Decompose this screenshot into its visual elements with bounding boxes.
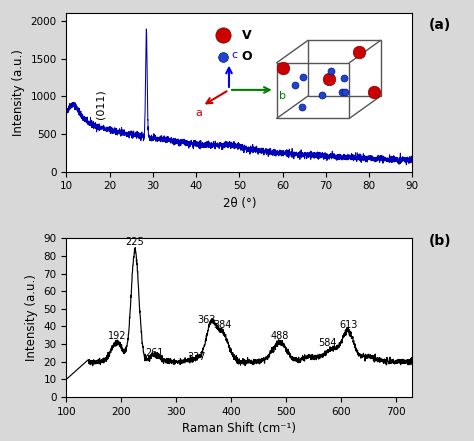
Text: 488: 488 xyxy=(270,331,289,340)
Text: 192: 192 xyxy=(108,331,126,340)
Text: (a): (a) xyxy=(429,18,451,32)
Text: (011): (011) xyxy=(96,89,106,119)
Text: 613: 613 xyxy=(339,320,357,330)
Text: (b): (b) xyxy=(429,234,452,248)
X-axis label: 2θ (°): 2θ (°) xyxy=(223,197,256,210)
Y-axis label: Intensity (a.u.): Intensity (a.u.) xyxy=(12,49,25,136)
Text: 584: 584 xyxy=(318,337,337,348)
Y-axis label: Intensity (a.u.): Intensity (a.u.) xyxy=(25,274,38,361)
X-axis label: Raman Shift (cm⁻¹): Raman Shift (cm⁻¹) xyxy=(182,422,296,435)
Text: 337: 337 xyxy=(187,351,206,362)
Text: 225: 225 xyxy=(126,237,145,247)
Text: 363: 363 xyxy=(197,315,216,325)
Text: 384: 384 xyxy=(213,320,231,330)
Text: 261: 261 xyxy=(146,348,164,358)
